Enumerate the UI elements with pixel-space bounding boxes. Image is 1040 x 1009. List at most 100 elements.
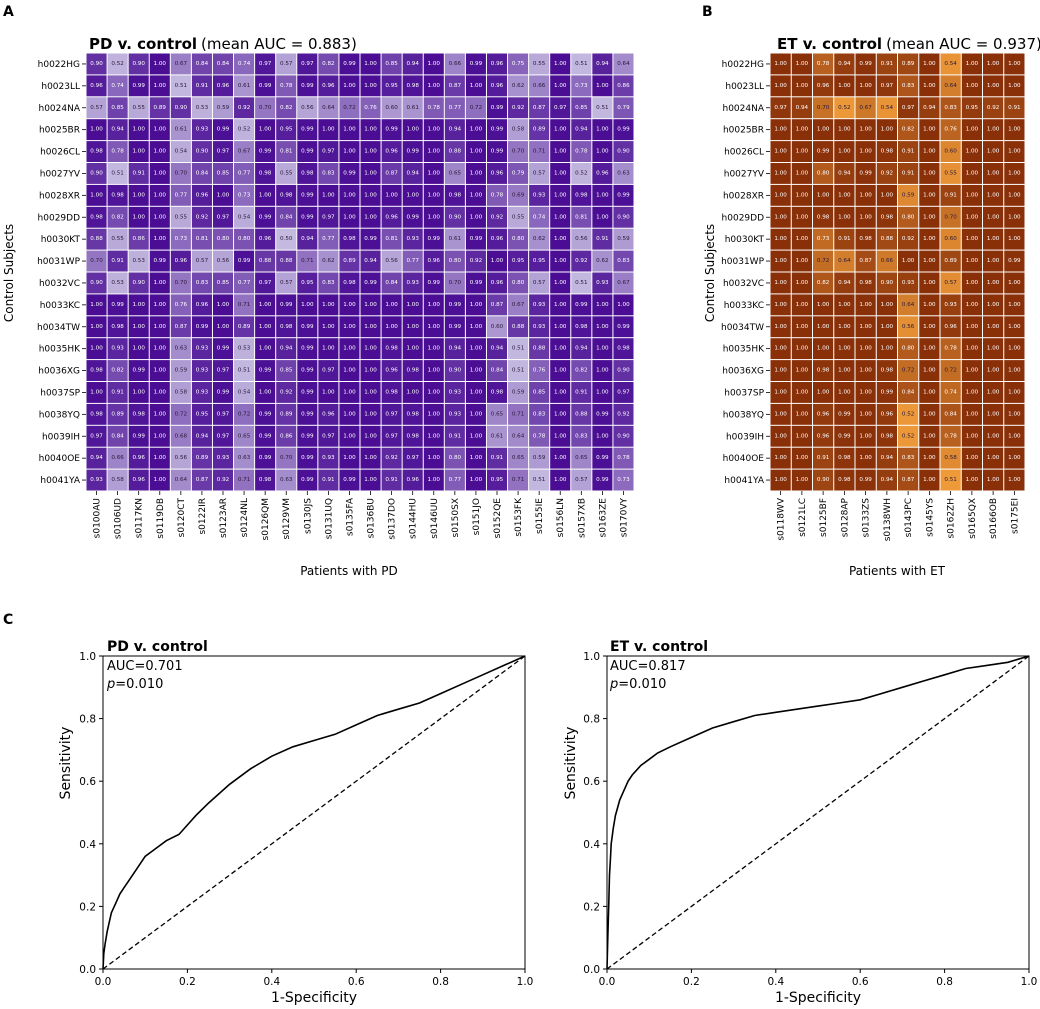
heatmap-cell-value: 0.99	[470, 236, 483, 242]
heatmap-cell-value: 1.00	[923, 477, 936, 483]
heatmap-cell-value: 1.00	[987, 346, 1000, 352]
heatmap-cell	[234, 228, 255, 250]
heatmap-cell-value: 1.00	[343, 149, 356, 155]
heatmap-cell-value: 1.00	[343, 302, 356, 308]
heatmap-cell-value: 0.99	[301, 324, 314, 330]
heatmap-cell	[297, 403, 318, 425]
heatmap-cell	[1004, 338, 1025, 360]
heatmap-cell	[813, 338, 834, 360]
heatmap-cell	[876, 53, 897, 75]
heatmap-cell-value: 0.94	[923, 105, 936, 111]
heatmap-cell-value: 0.54	[944, 61, 957, 67]
heatmap-cell	[940, 75, 961, 97]
heatmap-cell-value: 0.54	[238, 389, 251, 395]
heatmap-cell	[360, 382, 381, 403]
heatmap-cell-value: 0.55	[944, 170, 957, 176]
heatmap-cell-value: 0.92	[902, 236, 914, 242]
heatmap-cell-value: 0.78	[280, 83, 293, 89]
x-tick-label: 0.4	[263, 976, 280, 988]
heatmap-cell-value: 0.96	[322, 411, 335, 417]
heatmap-cell-value: 0.58	[944, 455, 957, 461]
heatmap-cell-value: 1.00	[554, 61, 567, 67]
heatmap-cell-value: 0.98	[617, 346, 630, 352]
heatmap-cell-value: 1.00	[796, 149, 809, 155]
heatmap-cell	[360, 403, 381, 425]
heatmap-cell-value: 1.00	[987, 236, 1000, 242]
heatmap-cell-value: 1.00	[428, 214, 441, 220]
heatmap-cell-value: 0.91	[132, 170, 145, 176]
heatmap-cell	[234, 382, 255, 403]
heatmap-cell	[402, 272, 423, 294]
heatmap-cell-value: 1.00	[774, 324, 787, 330]
heatmap-cell-value: 1.00	[259, 346, 272, 352]
heatmap-cell-value: 0.88	[259, 258, 272, 264]
heatmap-cell-value: 1.00	[364, 127, 377, 133]
heatmap-cell	[834, 163, 855, 184]
heatmap-cell-value: 0.89	[944, 258, 957, 264]
x-tick-label: 0.2	[683, 976, 700, 988]
heatmap-cell-value: 1.00	[774, 477, 787, 483]
heatmap-cell-value: 1.00	[554, 389, 567, 395]
heatmap-cell-value: 1.00	[966, 368, 979, 374]
heatmap-cell-value: 0.98	[817, 214, 830, 220]
heatmap-cell	[983, 403, 1004, 425]
heatmap-cell-value: 0.99	[491, 105, 504, 111]
heatmap-cell-value: 0.64	[617, 61, 630, 67]
heatmap-cell-value: 1.00	[385, 302, 398, 308]
heatmap-cell	[486, 316, 508, 338]
heatmap-cell	[571, 272, 592, 294]
heatmap-cell-value: 1.00	[1008, 192, 1021, 198]
heatmap-cell-value: 1.00	[470, 368, 483, 374]
heatmap-cell	[170, 53, 191, 75]
heatmap-cell-value: 0.90	[132, 280, 145, 286]
heatmap-cell-value: 1.00	[838, 389, 851, 395]
heatmap-cell-value: 0.87	[533, 105, 546, 111]
heatmap-cell-value: 0.93	[196, 389, 209, 395]
y-tick-label: 0.4	[583, 839, 600, 851]
heatmap-cell-value: 1.00	[966, 61, 979, 67]
heatmap-cell-value: 1.00	[470, 149, 483, 155]
col-label-s0128ap: s0128AP	[840, 497, 850, 537]
heatmap-cell-value: 0.58	[512, 127, 525, 133]
heatmap-cell-value: 0.98	[859, 236, 872, 242]
heatmap-cell	[86, 97, 107, 119]
heatmap-cell	[149, 97, 170, 119]
heatmap-cell-value: 1.00	[154, 83, 167, 89]
heatmap-cell	[592, 53, 613, 75]
heatmap-cell	[297, 447, 318, 469]
heatmap-cell	[465, 360, 486, 381]
heatmap-cell-value: 0.96	[491, 83, 504, 89]
roc-pd-ylabel: Sensitivity	[58, 727, 74, 800]
heatmap-cell	[770, 425, 791, 447]
heatmap-cell-value: 0.99	[132, 433, 145, 439]
heatmap-cell	[919, 75, 940, 97]
heatmap-cell-value: 1.00	[796, 477, 809, 483]
heatmap-cell	[613, 447, 634, 469]
heatmap-cell-value: 0.90	[617, 368, 630, 374]
heatmap-cell-value: 1.00	[132, 324, 145, 330]
heatmap-cell	[276, 272, 297, 294]
heatmap-cell	[465, 119, 486, 141]
x-tick-label: 0.6	[852, 976, 869, 988]
heatmap-cell-value: 0.96	[596, 170, 609, 176]
heatmap-cell	[360, 360, 381, 381]
heatmap-cell	[919, 447, 940, 469]
col-label-s0117kn: s0117KN	[135, 498, 145, 538]
heatmap-cell	[191, 382, 212, 403]
heatmap-cell-value: 0.96	[196, 192, 209, 198]
heatmap-cell	[423, 97, 444, 119]
heatmap-cell-value: 0.80	[902, 346, 915, 352]
heatmap-cell-value: 1.00	[364, 83, 377, 89]
heatmap-cell-value: 1.00	[796, 324, 809, 330]
heatmap-cell-value: 0.80	[449, 455, 462, 461]
heatmap-cell-value: 0.85	[533, 389, 546, 395]
heatmap-cell	[170, 119, 191, 141]
heatmap-cell-value: 0.98	[881, 214, 894, 220]
heatmap-cell-value: 0.94	[881, 477, 894, 483]
heatmap-cell	[770, 360, 791, 381]
heatmap-cell	[486, 360, 508, 381]
heatmap-cell	[961, 447, 982, 469]
heatmap-cell	[508, 250, 529, 272]
heatmap-cell-value: 0.65	[512, 455, 525, 461]
heatmap-cell-value: 0.93	[196, 368, 209, 374]
